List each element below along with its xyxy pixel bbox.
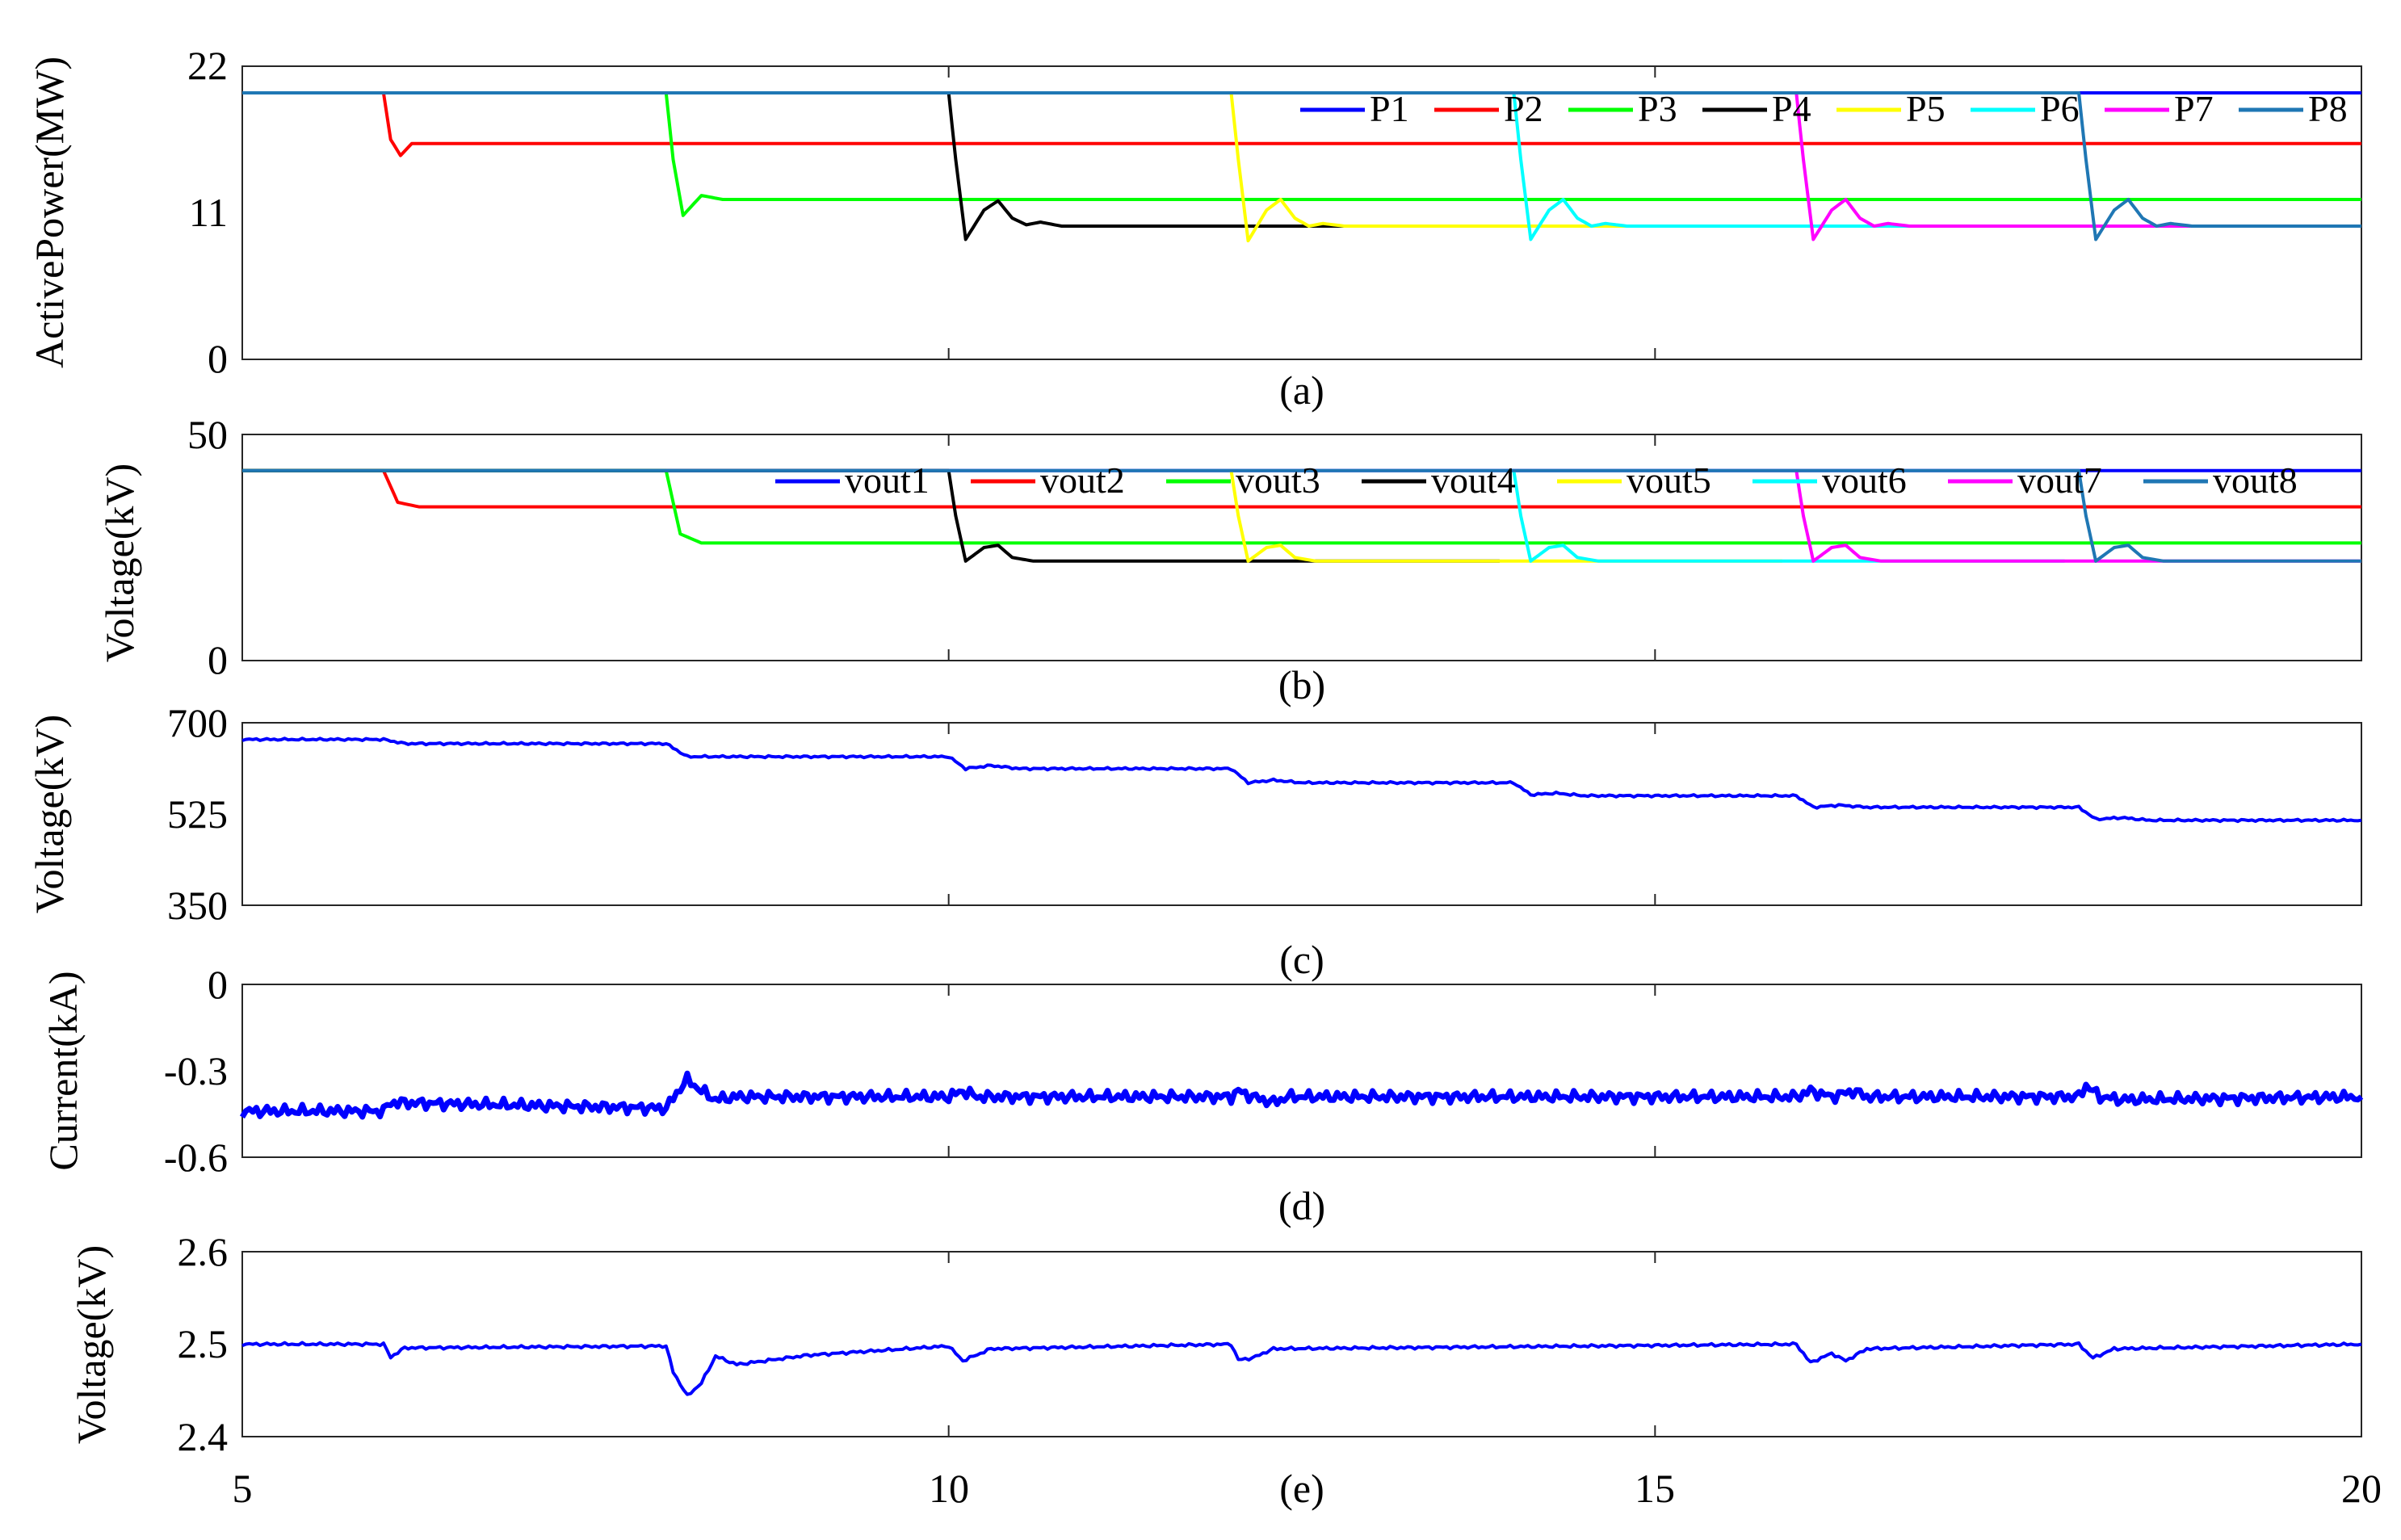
- caption-b: (b): [1278, 662, 1325, 707]
- ylabel-c: Voltage(kV): [27, 715, 72, 913]
- panel-b: Voltage(kV) 50 0 (b) vout1 vout2 vout3 vout…: [97, 412, 2362, 707]
- ytick-d-mid: -0.3: [164, 1048, 228, 1093]
- ytick-e-bot: 2.4: [178, 1414, 229, 1459]
- ytick-e-top: 2.6: [178, 1229, 229, 1274]
- caption-a: (a): [1279, 367, 1324, 413]
- panel-a: ActivePower(MW) 22 11 0 (a) P1 P2 P3 P4 P5 P6…: [27, 43, 2362, 413]
- legend-label-vout3: vout3: [1236, 459, 1320, 501]
- ytick-a-mid: 11: [189, 190, 228, 235]
- legend-label-vout4: vout4: [1431, 459, 1516, 501]
- legend-a: P1 P2 P3 P4 P5 P6 P7 P8: [1300, 88, 2348, 129]
- xtick-e-20: 20: [2341, 1466, 2382, 1511]
- series-line-P8: [242, 91, 2361, 241]
- ytick-c-mid: 525: [167, 791, 228, 837]
- ytick-c-bot: 350: [167, 883, 228, 928]
- legend-label-vout8: vout8: [2213, 459, 2298, 501]
- legend-label-P2: P2: [1504, 88, 1543, 129]
- grid-series-b: [242, 434, 2361, 661]
- series-line-P2: [242, 91, 2361, 157]
- grid-series-d: [239, 984, 2364, 1157]
- legend-label-P3: P3: [1638, 88, 1677, 129]
- series-line-P4: [242, 91, 1500, 241]
- series-line-e-0: [241, 1341, 2362, 1396]
- ytick-c-top: 700: [167, 700, 228, 745]
- xtick-e-15: 15: [1635, 1466, 1675, 1511]
- series-line-vout6: [1512, 470, 2065, 563]
- caption-d: (d): [1278, 1183, 1325, 1228]
- legend-label-P8: P8: [2308, 88, 2348, 129]
- legend-label-P6: P6: [2040, 88, 2080, 129]
- plot-frame-b: [241, 434, 2362, 661]
- legend-label-vout1: vout1: [845, 459, 930, 501]
- panel-c: Voltage(kV) 700 525 350 (c): [27, 700, 2362, 982]
- series-line-d-0: [239, 1070, 2364, 1120]
- legend-label-vout7: vout7: [2017, 459, 2102, 501]
- xtick-e-10: 10: [929, 1466, 969, 1511]
- ytick-d-top: 0: [208, 962, 228, 1007]
- legend-label-P1: P1: [1370, 88, 1409, 129]
- series-line-vout8: [242, 468, 2361, 563]
- ytick-a-top: 22: [187, 43, 228, 88]
- plot-frame-d: [241, 984, 2362, 1158]
- series-line-vout2: [242, 468, 2361, 509]
- ytick-b-bot: 0: [208, 637, 228, 682]
- caption-c: (c): [1279, 937, 1324, 982]
- xtick-e-5: 5: [233, 1466, 253, 1511]
- ytick-d-bot: -0.6: [164, 1135, 228, 1180]
- legend-label-vout5: vout5: [1627, 459, 1711, 501]
- panel-e: Voltage(kV) 2.6 2.5 2.4 5 10 15 20 (e): [69, 1229, 2382, 1511]
- plot-frame-c: [241, 722, 2362, 906]
- legend-label-P5: P5: [1906, 88, 1946, 129]
- plot-frame-a: [241, 65, 2362, 360]
- grid-series-a: [242, 66, 2361, 359]
- ytick-e-mid: 2.5: [178, 1321, 229, 1366]
- grid-series-e: [241, 1252, 2362, 1437]
- ytick-b-top: 50: [187, 412, 228, 457]
- legend-b: vout1 vout2 vout3 vout4 vout5 vout6 vout7 vout8: [775, 459, 2298, 501]
- caption-e: (e): [1279, 1466, 1324, 1511]
- panel-d: Current(kA) 0 -0.3 -0.6 (d): [40, 962, 2364, 1228]
- ylabel-b: Voltage(kV): [97, 464, 142, 662]
- legend-label-P7: P7: [2174, 88, 2214, 129]
- ylabel-d: Current(kA): [40, 971, 86, 1170]
- legend-label-vout2: vout2: [1040, 459, 1125, 501]
- ylabel-e: Voltage(kV): [69, 1245, 114, 1444]
- ytick-a-bot: 0: [208, 336, 228, 381]
- legend-label-vout6: vout6: [1822, 459, 1907, 501]
- ylabel-a: ActivePower(MW): [27, 57, 72, 368]
- legend-label-P4: P4: [1772, 88, 1811, 129]
- grid-series-c: [241, 723, 2362, 905]
- series-line-c-0: [241, 736, 2362, 824]
